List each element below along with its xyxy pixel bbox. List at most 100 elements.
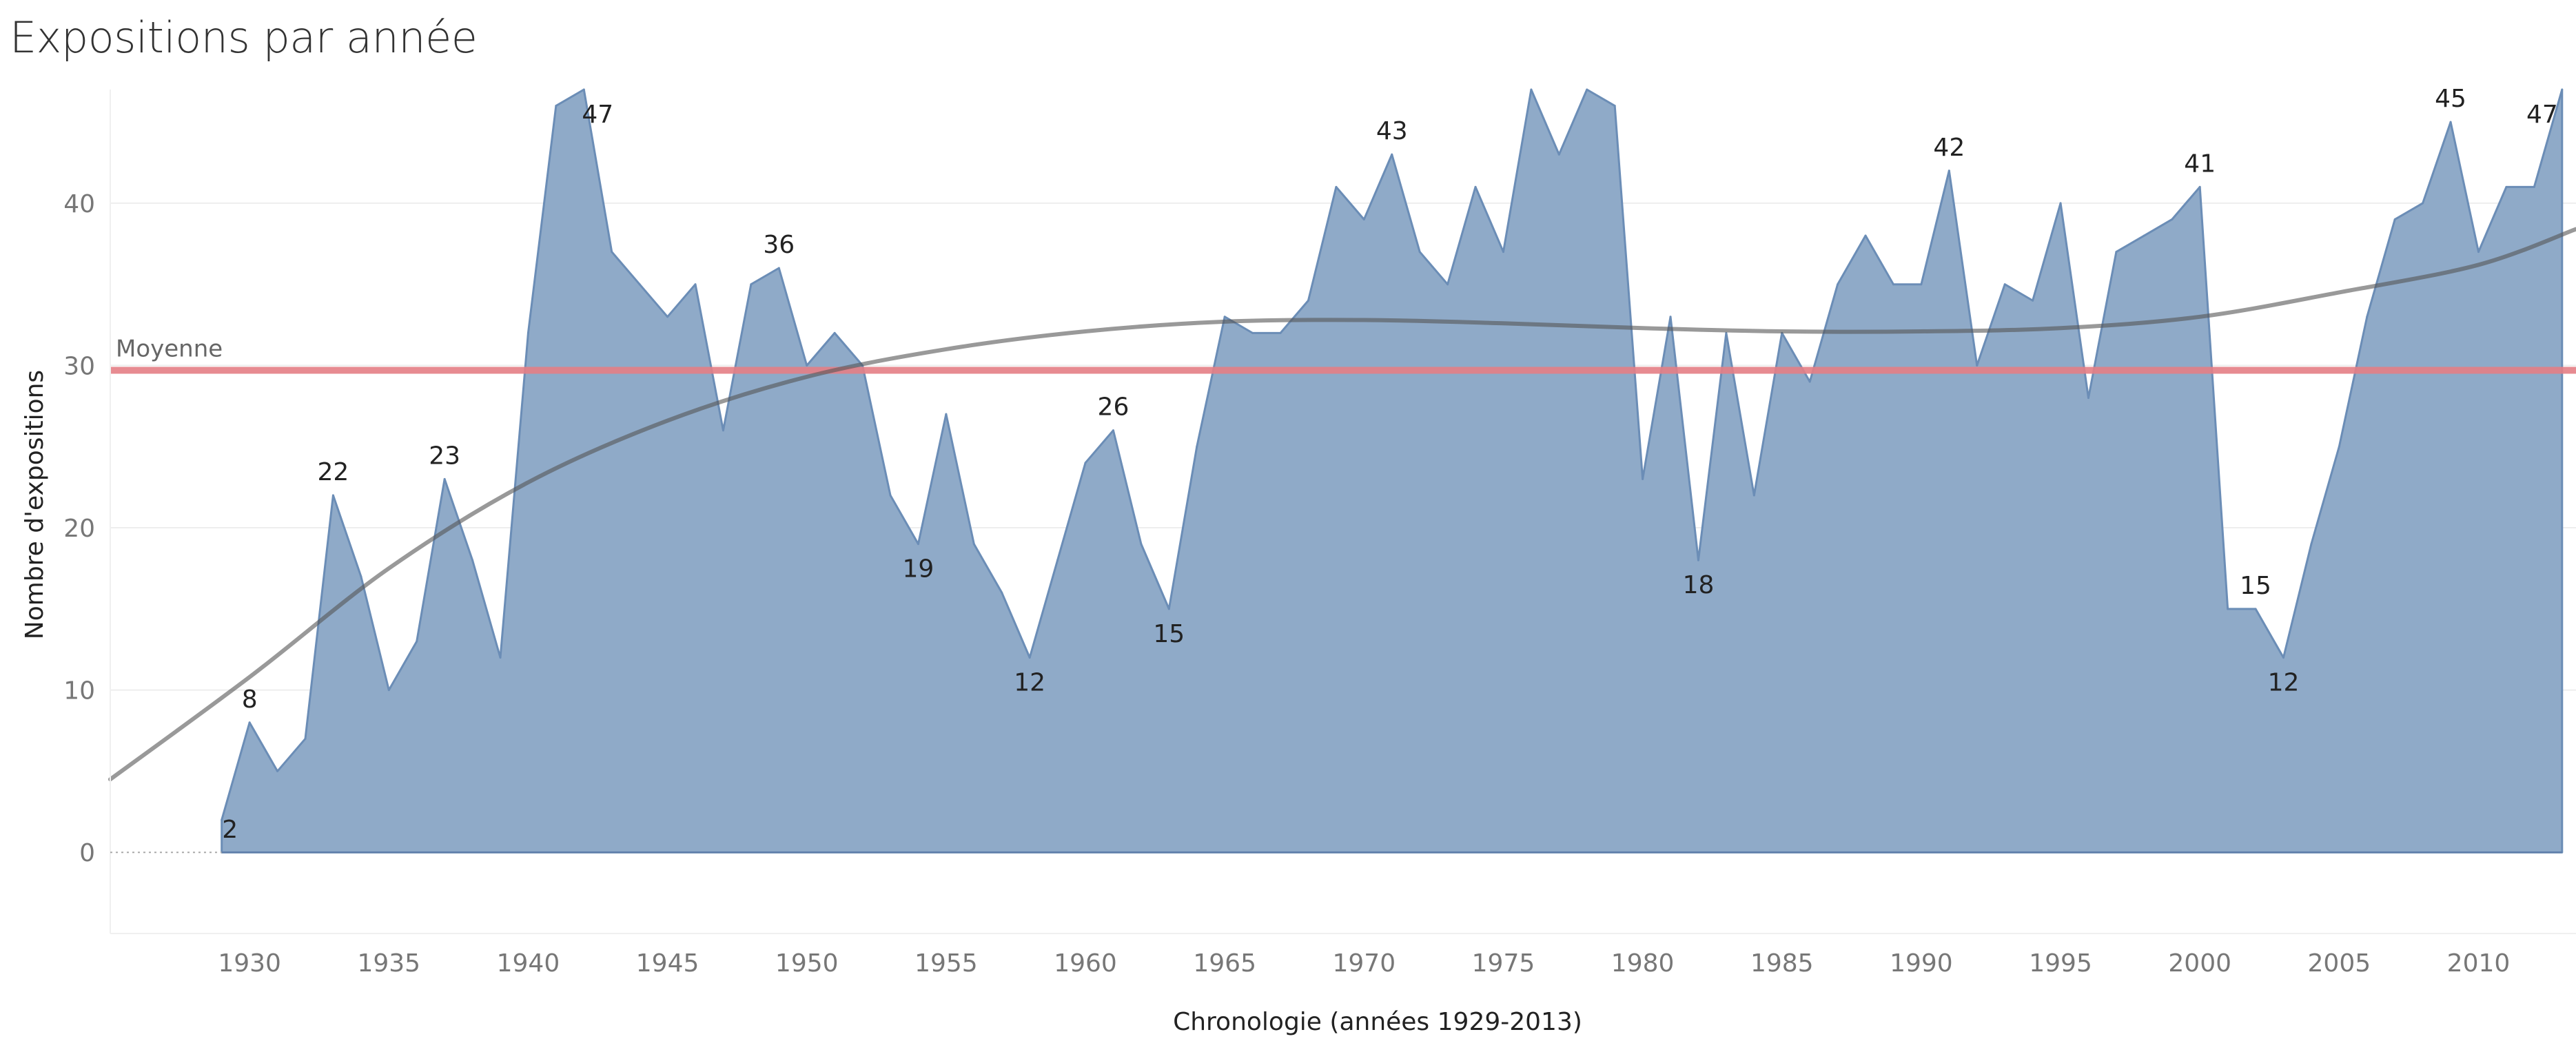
data-point <box>1279 331 1282 334</box>
data-point <box>1752 494 1755 497</box>
data-point <box>833 331 836 334</box>
data-point <box>582 88 585 91</box>
x-tick-label: 1990 <box>1890 949 1953 978</box>
data-labels: 2 8 22 23 47 36 19 12 26 15 43 18 42 41 15 12 45 47 <box>222 85 2558 844</box>
data-point <box>2115 251 2118 254</box>
data-point <box>1391 153 1393 156</box>
x-tick-label: 1995 <box>2029 949 2092 978</box>
data-point <box>1920 283 1923 286</box>
data-label: 15 <box>1153 620 1185 648</box>
data-point <box>1613 105 1616 107</box>
data-point <box>2143 234 2145 237</box>
data-point <box>1808 380 1811 383</box>
data-point <box>2227 608 2229 610</box>
data-point <box>1948 169 1950 172</box>
data-point <box>499 657 502 659</box>
data-point <box>806 364 808 367</box>
data-point <box>1447 283 1449 286</box>
area-series-fill <box>221 88 2564 854</box>
data-point <box>1196 445 1198 448</box>
x-tick-label: 1965 <box>1193 949 1256 978</box>
data-point <box>2059 202 2062 205</box>
trend-line <box>108 227 2576 782</box>
data-point <box>304 737 307 740</box>
data-label: 8 <box>242 685 258 714</box>
data-point <box>694 283 697 286</box>
data-label: 42 <box>1933 134 1965 162</box>
data-point <box>2198 185 2201 188</box>
axes: 0 10 20 30 40 1930 1935 1940 1945 1950 1955 1960 196… <box>21 90 2576 1036</box>
data-point <box>443 477 446 480</box>
data-point <box>722 429 724 432</box>
data-point <box>1418 251 1421 254</box>
x-tick-label: 1985 <box>1750 949 1814 978</box>
data-point <box>2505 185 2508 188</box>
data-point <box>1335 185 1338 188</box>
data-label: 18 <box>1683 571 1715 599</box>
data-point <box>276 770 279 772</box>
data-point <box>331 494 334 497</box>
data-point <box>2422 202 2424 205</box>
x-tick-label: 1955 <box>914 949 978 978</box>
data-point <box>2533 185 2535 188</box>
data-point <box>471 559 474 561</box>
data-point <box>1140 543 1143 546</box>
data-point <box>1084 462 1087 464</box>
data-label: 47 <box>2526 101 2558 129</box>
data-label: 45 <box>2435 85 2466 113</box>
data-point <box>972 543 975 546</box>
x-tick-label: 2005 <box>2308 949 2371 978</box>
data-label: 23 <box>429 442 460 470</box>
data-label: 12 <box>1014 669 1045 697</box>
x-tick-label: 1980 <box>1611 949 1675 978</box>
data-point <box>221 818 223 821</box>
data-point <box>1028 657 1031 659</box>
data-point <box>1056 559 1059 561</box>
data-point <box>1892 283 1894 286</box>
data-point <box>1502 251 1504 254</box>
chart-title: Expositions par année <box>10 12 478 63</box>
data-label: 43 <box>1376 117 1408 145</box>
data-point <box>2561 88 2564 91</box>
data-point <box>2338 445 2340 448</box>
y-tick-label: 0 <box>79 839 95 867</box>
data-point <box>889 494 892 497</box>
x-tick-label: 1940 <box>497 949 560 978</box>
data-point <box>555 105 558 107</box>
x-tick-label: 1930 <box>218 949 281 978</box>
data-point <box>1837 283 1839 286</box>
data-point <box>2003 283 2006 286</box>
data-label: 2 <box>222 816 238 844</box>
data-point <box>917 543 919 546</box>
data-point <box>945 413 948 415</box>
data-point <box>2171 218 2174 220</box>
x-tick-label: 2000 <box>2168 949 2231 978</box>
data-point <box>1307 299 1309 302</box>
data-point <box>1223 316 1226 318</box>
data-label: 15 <box>2240 572 2271 600</box>
trend-line-group <box>108 227 2576 782</box>
data-point <box>1642 477 1644 480</box>
data-point <box>1167 608 1170 610</box>
data-point <box>1864 234 1867 237</box>
data-point <box>2087 397 2089 400</box>
data-label: 22 <box>318 458 349 486</box>
data-point <box>750 283 753 286</box>
data-point <box>2282 657 2284 659</box>
data-point <box>1976 364 1979 367</box>
x-tick-label: 1960 <box>1054 949 1117 978</box>
data-point <box>2477 251 2480 254</box>
y-tick-label: 40 <box>63 190 95 218</box>
data-point <box>638 283 641 286</box>
data-point <box>2366 316 2369 318</box>
data-point <box>1112 429 1114 432</box>
x-tick-label: 1970 <box>1333 949 1396 978</box>
y-tick-label: 20 <box>63 515 95 543</box>
area-series <box>221 88 2564 854</box>
x-tick-label: 1975 <box>1472 949 1535 978</box>
mean-reference-label: Moyenne <box>116 336 223 363</box>
data-label: 36 <box>763 231 795 259</box>
data-label: 41 <box>2184 149 2216 178</box>
data-point <box>360 575 362 578</box>
